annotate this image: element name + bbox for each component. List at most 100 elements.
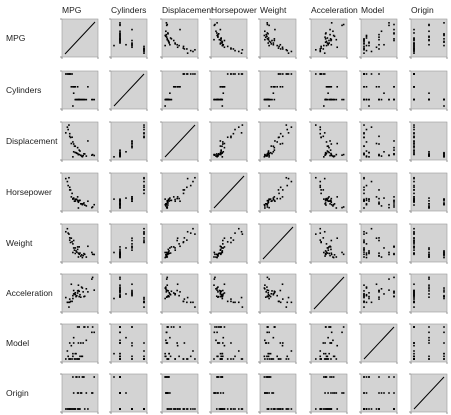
panel-model-vs-weight <box>258 323 297 364</box>
data-point <box>76 152 79 155</box>
panel-model-vs-model <box>359 323 398 364</box>
data-point <box>324 252 327 255</box>
data-point <box>264 98 267 101</box>
panel-mpg-vs-horsepower <box>209 18 248 59</box>
data-point <box>375 46 378 49</box>
data-point <box>87 140 89 142</box>
data-point <box>267 376 269 378</box>
data-point <box>324 352 327 355</box>
data-point <box>325 86 328 88</box>
data-point <box>113 44 115 47</box>
data-point <box>264 284 266 286</box>
data-point <box>368 156 370 158</box>
data-point <box>267 150 270 152</box>
data-point <box>143 135 145 138</box>
data-point <box>172 408 175 410</box>
data-point <box>119 295 121 298</box>
data-point <box>119 352 121 355</box>
data-point <box>192 50 194 53</box>
data-point <box>268 331 270 334</box>
data-point <box>327 392 329 394</box>
panel-horsepower-vs-model <box>359 172 398 213</box>
data-point <box>263 34 266 37</box>
data-point <box>165 278 168 280</box>
data-point <box>335 153 338 156</box>
data-point <box>166 358 169 360</box>
data-point <box>393 28 395 31</box>
data-point <box>78 290 81 293</box>
data-point <box>332 339 334 342</box>
data-point <box>332 98 334 101</box>
data-point <box>323 105 325 107</box>
data-point <box>131 196 133 198</box>
data-point <box>194 233 196 235</box>
data-point <box>329 342 331 344</box>
data-point <box>226 241 229 243</box>
panel-background <box>410 70 448 110</box>
data-point <box>167 39 170 42</box>
data-point <box>221 408 223 410</box>
data-point <box>363 43 365 45</box>
data-point <box>213 358 215 360</box>
data-point <box>413 204 415 206</box>
data-point <box>167 32 169 35</box>
data-point <box>176 237 179 239</box>
data-point <box>324 202 327 204</box>
data-point <box>216 331 218 334</box>
data-point <box>267 200 270 202</box>
data-point <box>328 196 330 198</box>
data-point <box>168 42 170 44</box>
data-point <box>428 206 430 208</box>
data-point <box>329 246 332 248</box>
data-point <box>72 352 74 355</box>
data-point <box>319 186 322 189</box>
data-point <box>329 38 332 40</box>
data-point <box>223 86 226 88</box>
data-point <box>91 153 94 156</box>
data-point <box>230 48 232 50</box>
data-point <box>277 73 280 75</box>
data-point <box>172 39 175 42</box>
data-point <box>363 73 365 75</box>
data-point <box>428 253 430 256</box>
data-point <box>413 233 415 235</box>
data-point <box>230 237 232 239</box>
data-point <box>393 140 395 142</box>
data-point <box>234 49 236 52</box>
data-point <box>119 152 121 155</box>
data-point <box>131 289 133 292</box>
data-point <box>363 45 365 48</box>
data-point <box>76 146 79 149</box>
data-point <box>131 283 133 286</box>
data-point <box>91 276 94 279</box>
data-point <box>322 48 325 50</box>
data-point <box>378 98 380 101</box>
data-point <box>428 293 430 295</box>
data-point <box>93 98 96 101</box>
panel-background <box>210 373 248 413</box>
data-point <box>219 392 222 394</box>
data-point <box>131 43 133 45</box>
data-point <box>290 50 293 53</box>
data-point <box>75 98 77 101</box>
data-point <box>75 198 77 200</box>
data-point <box>279 132 282 135</box>
panel-cylinders-vs-model <box>359 70 398 111</box>
data-point <box>368 376 370 378</box>
data-point <box>443 98 445 101</box>
data-point <box>268 40 271 43</box>
data-point <box>72 355 74 358</box>
data-point <box>214 392 216 394</box>
data-point <box>279 43 282 46</box>
data-point <box>363 253 365 256</box>
data-point <box>264 203 267 205</box>
data-point <box>131 46 133 49</box>
data-point <box>68 408 71 410</box>
data-point <box>119 35 121 38</box>
data-point <box>131 355 133 358</box>
data-point <box>378 255 380 257</box>
data-point <box>167 200 170 202</box>
data-point <box>217 286 219 288</box>
data-point <box>241 48 244 51</box>
data-point <box>268 358 271 360</box>
